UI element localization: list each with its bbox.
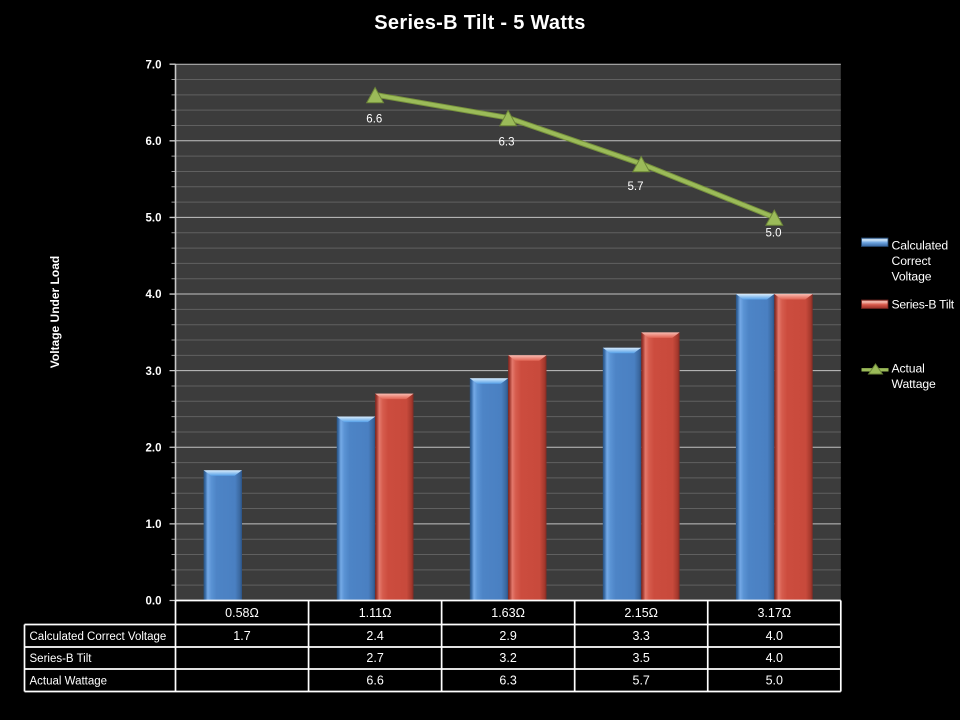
svg-text:5.7: 5.7 [633, 674, 650, 688]
svg-text:3.0: 3.0 [146, 366, 162, 378]
svg-text:Series-B Tilt - 5 Watts: Series-B Tilt - 5 Watts [374, 12, 585, 34]
svg-text:3.17Ω: 3.17Ω [757, 606, 791, 620]
svg-text:Actual: Actual [892, 362, 925, 376]
svg-text:4.0: 4.0 [146, 289, 162, 301]
svg-text:5.7: 5.7 [628, 181, 644, 193]
svg-text:6.3: 6.3 [499, 674, 516, 688]
svg-text:Correct: Correct [892, 254, 932, 268]
svg-text:3.5: 3.5 [633, 651, 650, 665]
svg-text:6.6: 6.6 [366, 114, 382, 126]
svg-text:0.58Ω: 0.58Ω [225, 606, 259, 620]
svg-text:1.63Ω: 1.63Ω [491, 606, 525, 620]
svg-text:6.6: 6.6 [366, 674, 383, 688]
svg-text:Voltage Under Load: Voltage Under Load [48, 256, 62, 368]
svg-text:2.15Ω: 2.15Ω [624, 606, 658, 620]
svg-text:5.0: 5.0 [766, 674, 783, 688]
svg-text:Actual Wattage: Actual Wattage [30, 676, 108, 688]
svg-text:7.0: 7.0 [146, 59, 162, 71]
svg-text:2.7: 2.7 [366, 651, 383, 665]
svg-text:4.0: 4.0 [766, 651, 783, 665]
svg-text:3.3: 3.3 [633, 629, 650, 643]
svg-text:2.0: 2.0 [146, 443, 162, 455]
svg-text:1.7: 1.7 [233, 629, 250, 643]
svg-text:2.4: 2.4 [366, 629, 383, 643]
svg-text:Voltage: Voltage [892, 270, 932, 284]
svg-text:Wattage: Wattage [892, 377, 937, 391]
svg-text:3.2: 3.2 [499, 651, 516, 665]
svg-text:Calculated Correct Voltage: Calculated Correct Voltage [30, 631, 167, 643]
svg-text:0.0: 0.0 [146, 596, 162, 608]
svg-text:6.0: 6.0 [146, 136, 162, 148]
svg-text:Calculated: Calculated [892, 239, 949, 253]
svg-text:Series-B Tilt: Series-B Tilt [892, 298, 955, 312]
svg-text:1.11Ω: 1.11Ω [359, 606, 392, 620]
svg-text:5.0: 5.0 [766, 228, 782, 240]
svg-text:2.9: 2.9 [499, 629, 516, 643]
svg-text:6.3: 6.3 [499, 137, 515, 149]
svg-text:5.0: 5.0 [146, 213, 162, 225]
svg-text:1.0: 1.0 [146, 519, 162, 531]
svg-text:Series-B Tilt: Series-B Tilt [30, 653, 93, 665]
svg-text:4.0: 4.0 [766, 629, 783, 643]
